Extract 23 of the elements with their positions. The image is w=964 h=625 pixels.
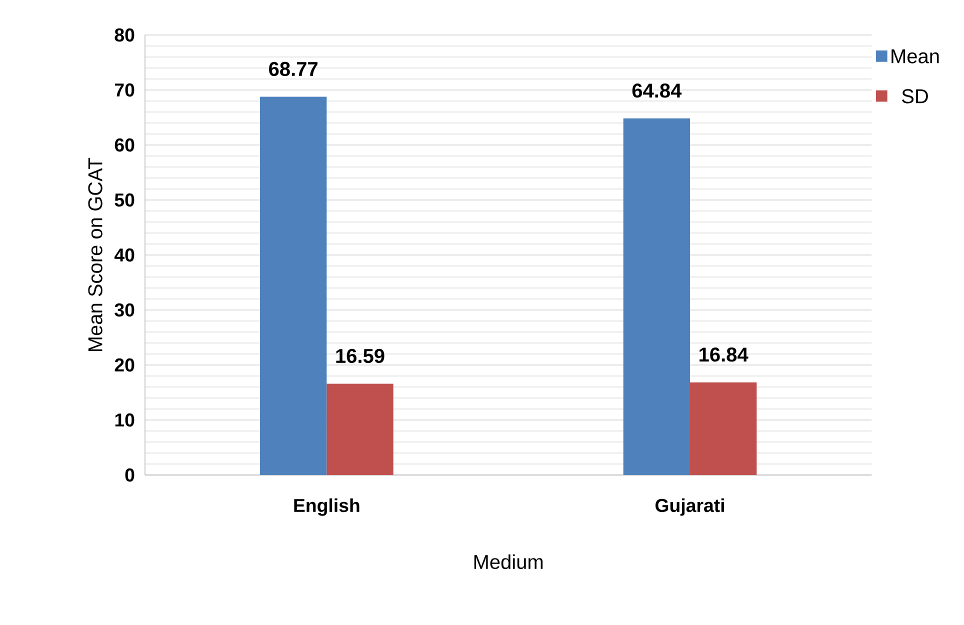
y-tick-label: 80	[114, 28, 134, 42]
legend-label: SD	[902, 89, 928, 104]
x-tick-label: Gujarati	[656, 498, 724, 516]
y-tick-label: 0	[125, 468, 134, 482]
bar	[260, 96, 327, 476]
data-label: 16.84	[700, 348, 748, 362]
bar	[690, 382, 757, 476]
y-tick-label: 60	[114, 138, 134, 152]
bar	[623, 118, 690, 476]
x-axis-title: Medium	[474, 554, 543, 570]
y-tick-label: 20	[114, 358, 134, 372]
y-tick-label: 70	[114, 83, 134, 97]
y-tick-label: 50	[114, 193, 134, 207]
data-label: 68.77	[269, 62, 318, 76]
y-axis-title: Mean Score on GCAT	[88, 158, 102, 352]
data-label: 64.84	[632, 84, 682, 98]
y-tick-label: 30	[114, 303, 134, 317]
legend-label: Mean	[892, 49, 939, 64]
data-label: 16.59	[336, 348, 384, 364]
x-tick-label: English	[294, 498, 360, 516]
y-tick-label: 10	[115, 413, 134, 427]
bar	[326, 384, 394, 476]
y-tick-label: 40	[114, 248, 134, 262]
